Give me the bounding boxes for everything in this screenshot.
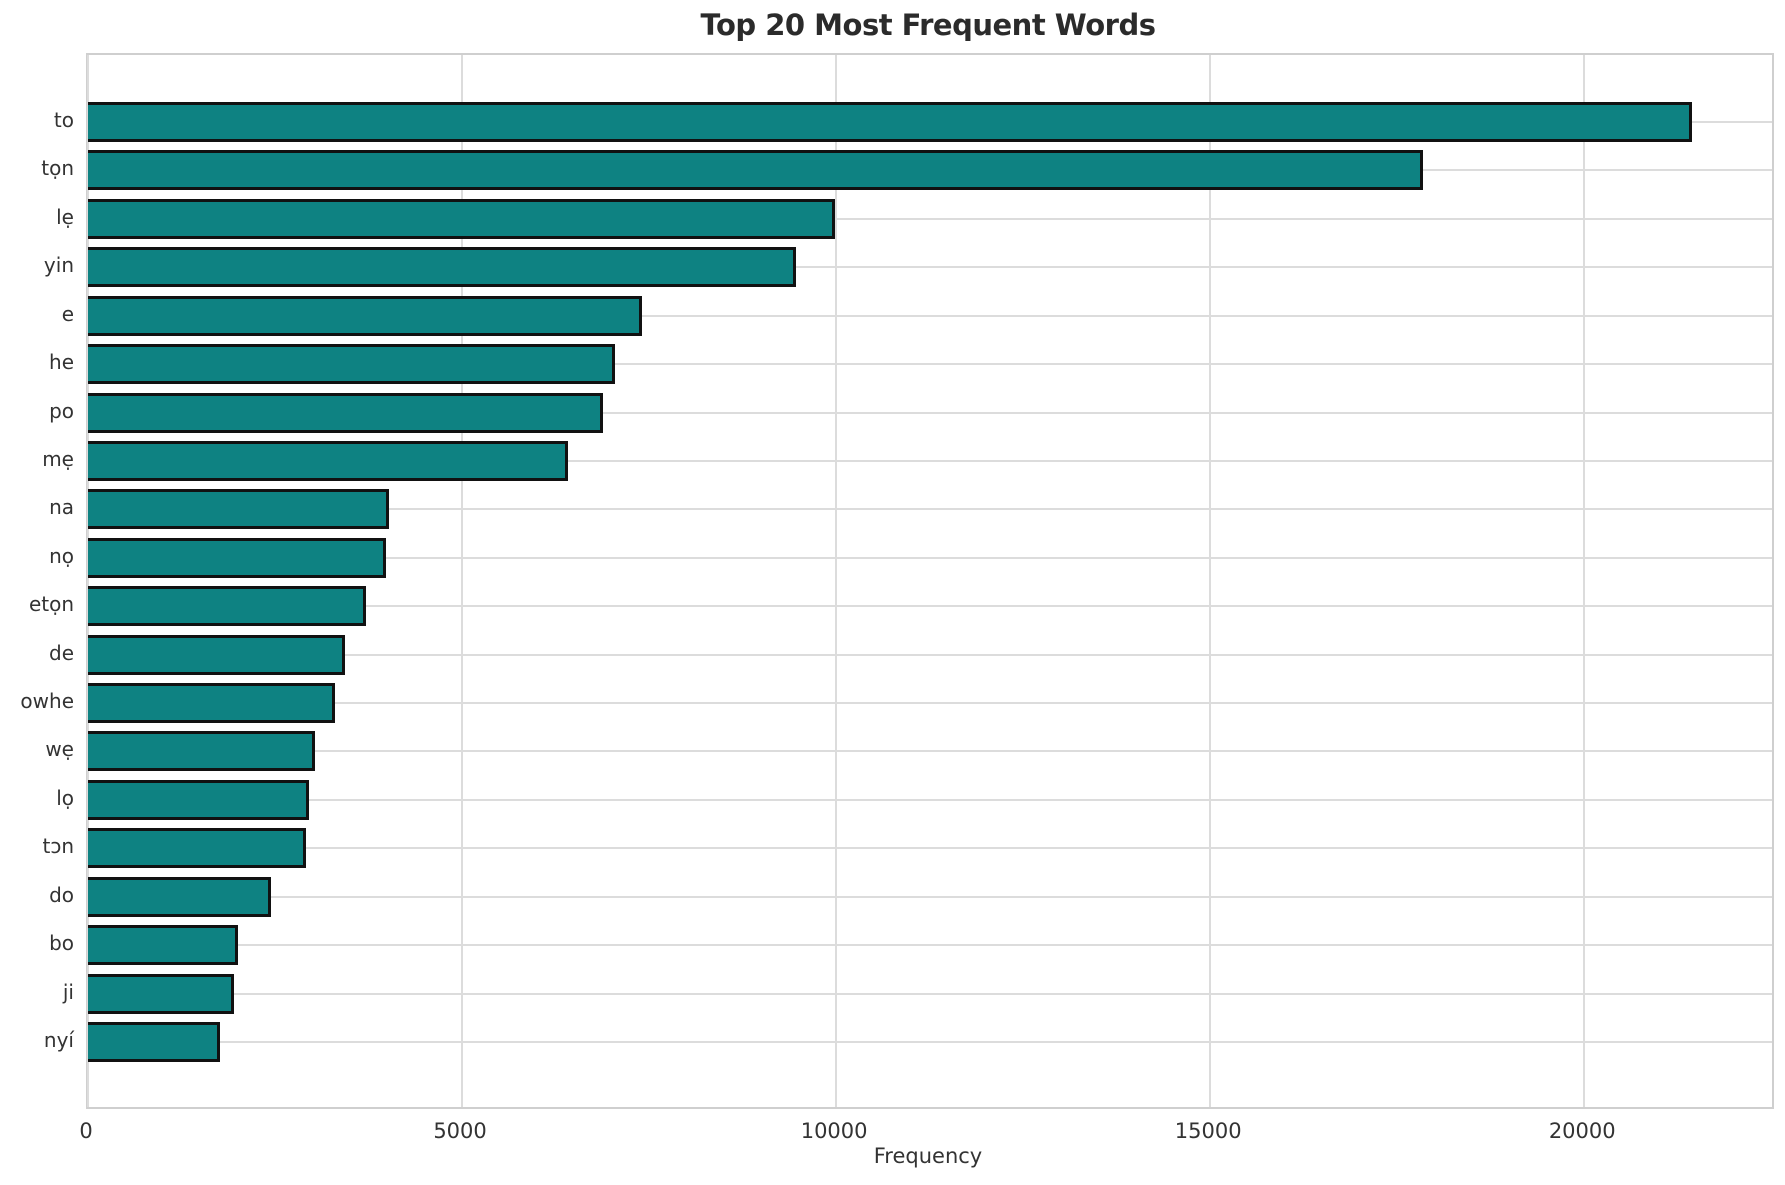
bar-ji xyxy=(88,973,234,1014)
bar-e xyxy=(88,295,643,336)
bar-etọn xyxy=(88,586,367,627)
y-tick-label-owhe: owhe xyxy=(20,689,74,714)
x-gridline xyxy=(461,55,464,1107)
y-tick-label-wẹ: wẹ xyxy=(45,737,74,762)
bar-tɔn xyxy=(88,828,306,869)
y-gridline xyxy=(88,556,1772,559)
y-tick-label-nọ: nọ xyxy=(49,543,74,568)
bar-lọ xyxy=(88,779,310,820)
y-tick-label-e: e xyxy=(61,301,74,326)
bar-na xyxy=(88,489,390,530)
y-tick-label-de: de xyxy=(49,640,74,665)
bar-tọn xyxy=(88,150,1423,191)
y-gridline xyxy=(88,266,1772,269)
y-gridline xyxy=(88,798,1772,801)
y-gridline xyxy=(88,847,1772,850)
y-gridline xyxy=(88,314,1772,317)
bar-wẹ xyxy=(88,731,315,772)
y-tick-label-tɔn: tɔn xyxy=(42,834,74,859)
y-tick-label-po: po xyxy=(49,398,74,423)
plot-area xyxy=(86,53,1774,1109)
y-tick-label-na: na xyxy=(49,495,74,520)
bar-nyí xyxy=(88,1022,221,1062)
y-tick-label-etọn: etọn xyxy=(28,592,74,617)
y-tick-label-lọ: lọ xyxy=(56,785,74,810)
x-tick-label: 5000 xyxy=(433,1119,487,1143)
x-gridline xyxy=(1583,55,1586,1107)
x-tick-label: 10000 xyxy=(800,1119,868,1143)
y-tick-label-nyí: nyí xyxy=(43,1028,74,1052)
y-tick-label-lẹ: lẹ xyxy=(56,204,74,229)
y-gridline xyxy=(88,750,1772,753)
y-tick-label-ji: ji xyxy=(62,979,74,1004)
y-gridline xyxy=(88,895,1772,898)
x-gridline xyxy=(1209,55,1212,1107)
bar-do xyxy=(88,876,271,917)
x-gridline xyxy=(87,55,89,1107)
bar-bo xyxy=(88,925,238,966)
y-tick-label-to: to xyxy=(53,108,74,132)
y-tick-label-yin: yin xyxy=(43,253,74,278)
bar-to xyxy=(88,102,1692,142)
y-gridline xyxy=(88,508,1772,511)
x-tick-label: 0 xyxy=(79,1119,93,1143)
y-gridline xyxy=(88,944,1772,947)
bar-owhe xyxy=(88,683,335,724)
bar-de xyxy=(88,634,345,675)
y-tick-label-tọn: tọn xyxy=(41,156,74,181)
y-gridline xyxy=(88,992,1772,995)
y-gridline xyxy=(88,217,1772,220)
y-gridline xyxy=(88,411,1772,414)
y-gridline xyxy=(88,653,1772,656)
y-gridline xyxy=(88,605,1772,608)
x-tick-label: 15000 xyxy=(1174,1119,1242,1143)
y-tick-label-mẹ: mẹ xyxy=(42,446,74,471)
x-axis-title: Frequency xyxy=(873,1144,983,1168)
y-tick-label-bo: bo xyxy=(49,931,74,956)
y-gridline xyxy=(88,702,1772,705)
y-tick-label-do: do xyxy=(49,882,74,907)
bar-yin xyxy=(88,247,796,288)
x-gridline xyxy=(835,55,838,1107)
bar-nọ xyxy=(88,537,386,578)
y-gridline xyxy=(88,1041,1772,1043)
bar-he xyxy=(88,344,615,385)
y-gridline xyxy=(88,363,1772,366)
y-gridline xyxy=(88,459,1772,462)
chart-title: Top 20 Most Frequent Words xyxy=(700,8,1156,42)
x-tick-label: 20000 xyxy=(1548,1119,1616,1143)
y-tick-label-he: he xyxy=(49,350,74,375)
bar-lẹ xyxy=(88,198,836,239)
bar-mẹ xyxy=(88,440,569,481)
bar-po xyxy=(88,392,603,433)
